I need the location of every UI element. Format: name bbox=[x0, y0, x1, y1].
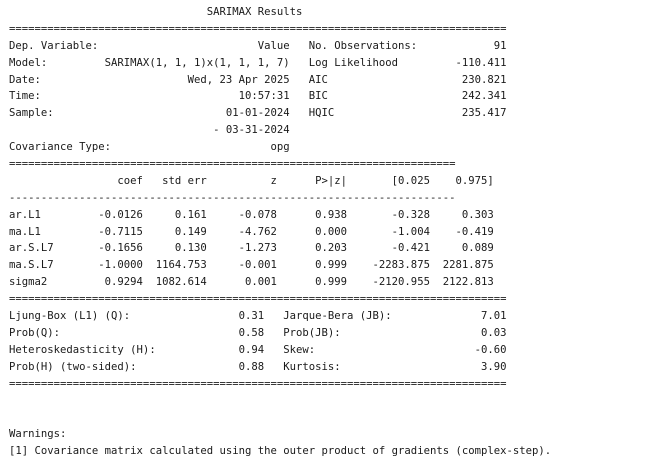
report-title: SARIMAX Results bbox=[9, 6, 507, 18]
diagnostic-row: Ljung-Box (L1) (Q): 0.31 Jarque-Bera (JB… bbox=[9, 310, 507, 323]
diagnostic-row: Prob(Q): 0.58 Prob(JB): 0.03 bbox=[9, 326, 507, 339]
blank-line bbox=[9, 409, 668, 426]
rule-coef-top: ========================================… bbox=[9, 158, 456, 171]
diagnostic-row: Heteroskedasticity (H): 0.94 Skew: -0.60 bbox=[9, 343, 507, 356]
blank-line bbox=[9, 392, 668, 409]
rule-coef-mid: ----------------------------------------… bbox=[9, 191, 456, 204]
coef-row: ar.L1 -0.0126 0.161 -0.078 0.938 -0.328 … bbox=[9, 208, 494, 221]
header-row: Sample: 01-01-2024 HQIC 235.417 bbox=[9, 107, 507, 120]
diagnostic-row: Prob(H) (two-sided): 0.88 Kurtosis: 3.90 bbox=[9, 360, 507, 373]
coef-header: coef std err z P>|z| [0.025 0.975] bbox=[9, 174, 494, 187]
coef-row: ma.L1 -0.7115 0.149 -4.762 0.000 -1.004 … bbox=[9, 225, 494, 238]
header-row: Dep. Variable: Value No. Observations: 9… bbox=[9, 39, 507, 52]
rule-diag-bottom: ========================================… bbox=[9, 377, 507, 390]
warning-text: [1] Covariance matrix calculated using t… bbox=[9, 445, 552, 458]
header-row: Covariance Type: opg bbox=[9, 141, 290, 154]
header-row: - 03-31-2024 bbox=[9, 124, 290, 137]
header-row: Model: SARIMAX(1, 1, 1)x(1, 1, 1, 7) Log… bbox=[9, 56, 507, 69]
rule-top: ========================================… bbox=[9, 22, 507, 35]
warnings-title: Warnings: bbox=[9, 428, 67, 441]
rule-coef-bottom: ========================================… bbox=[9, 293, 507, 306]
coef-row: sigma2 0.9294 1082.614 0.001 0.999 -2120… bbox=[9, 276, 494, 289]
header-row: Time: 10:57:31 BIC 242.341 bbox=[9, 90, 507, 103]
coef-row: ar.S.L7 -0.1656 0.130 -1.273 0.203 -0.42… bbox=[9, 242, 494, 255]
header-row: Date: Wed, 23 Apr 2025 AIC 230.821 bbox=[9, 73, 507, 86]
coef-row: ma.S.L7 -1.0000 1164.753 -0.001 0.999 -2… bbox=[9, 259, 494, 272]
